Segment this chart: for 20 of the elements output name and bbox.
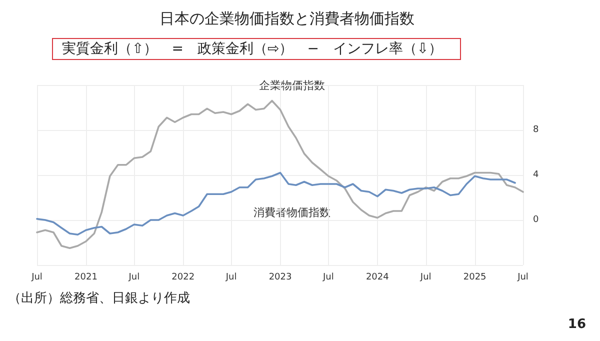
y-tick-label: 0 [533,215,539,225]
x-tick-label: Jul [30,272,42,282]
x-tick-label: 2022 [172,272,195,282]
x-tick-label: 2024 [366,272,390,282]
line-series [36,100,524,250]
y-tick-label: 4 [533,170,539,180]
chart-subtitle: 実質金利（⇧） = 政策金利（⇨） − インフレ率（⇩） [62,41,443,57]
y-tick-label: 8 [533,125,539,135]
x-tick-label: 2023 [268,272,292,282]
text: （出所）総務省、日銀より作成 [8,291,190,306]
chart-title: 日本の企業物価指数と消費者物価指数 [160,10,414,28]
x-tick-label: 2025 [463,272,486,282]
text: 16 [568,317,586,332]
x-tick-label: 2021 [74,272,98,282]
x-tick-label: Jul [322,272,334,282]
x-tick-label: Jul [419,272,432,282]
x-tick-label: Jul [128,272,140,282]
line-series [36,172,516,236]
x-tick-label: Jul [224,272,237,282]
x-tick-label: Jul [516,272,528,282]
